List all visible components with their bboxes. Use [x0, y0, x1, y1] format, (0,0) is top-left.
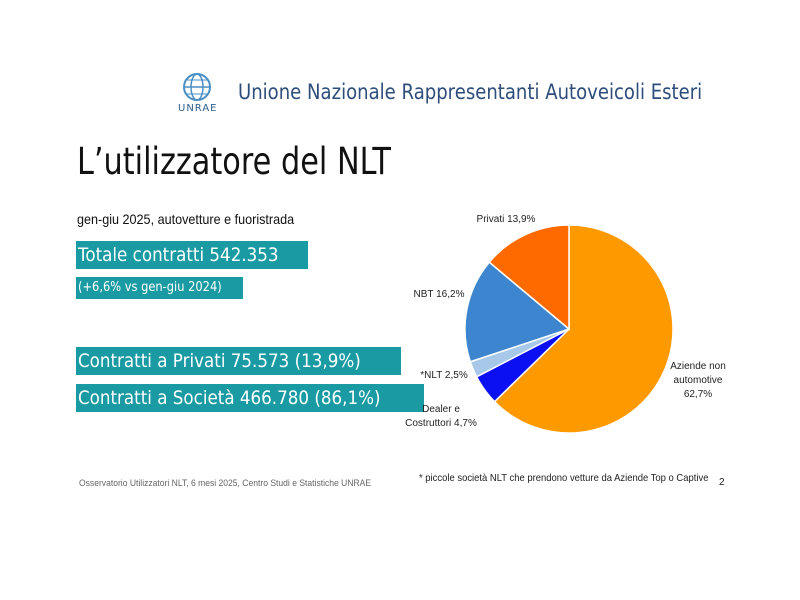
period-subtitle: gen-giu 2025, autovetture e fuoristrada	[77, 211, 295, 227]
slice-label: Dealer e Costruttori 4,7%	[405, 404, 477, 429]
private-contracts-highlight: Contratti a Privati 75.573 (13,9%)	[76, 347, 402, 375]
company-contracts-text: Contratti a Società 466.780 (86,1%)	[78, 387, 381, 409]
slice-label: *NLT 2,5%	[420, 370, 468, 381]
footnote: * piccole società NLT che prendono vettu…	[419, 472, 709, 484]
unrae-logo: UNRAE	[170, 70, 230, 120]
private-contracts-text: Contratti a Privati 75.573 (13,9%)	[78, 350, 361, 372]
globe-logo-icon	[183, 73, 211, 101]
slice-label: NBT 16,2%	[414, 289, 465, 300]
pie-slice	[493, 224, 674, 434]
slice-label: Aziende non automotive 62,7%	[670, 361, 726, 400]
organization-name: Unione Nazionale Rappresentanti Autoveic…	[238, 80, 703, 104]
page-number: 2	[719, 477, 725, 488]
total-contracts-text: Totale contratti 542.353	[78, 244, 279, 266]
total-contracts-highlight: Totale contratti 542.353	[76, 241, 308, 269]
variation-text: (+6,6% vs gen-giu 2024)	[78, 280, 222, 295]
variation-highlight: (+6,6% vs gen-giu 2024)	[76, 277, 244, 299]
source-note: Osservatorio Utilizzatori NLT, 6 mesi 20…	[79, 478, 372, 489]
company-contracts-highlight: Contratti a Società 466.780 (86,1%)	[76, 384, 424, 412]
pie-slice	[488, 224, 570, 331]
header: UNRAE Unione Nazionale Rappresentanti Au…	[170, 70, 702, 120]
pie-slice	[464, 261, 571, 363]
page-title: L’utilizzatore del NLT	[77, 140, 391, 183]
logo-text: UNRAE	[178, 103, 218, 114]
slice-label: Privati 13,9%	[477, 214, 536, 225]
